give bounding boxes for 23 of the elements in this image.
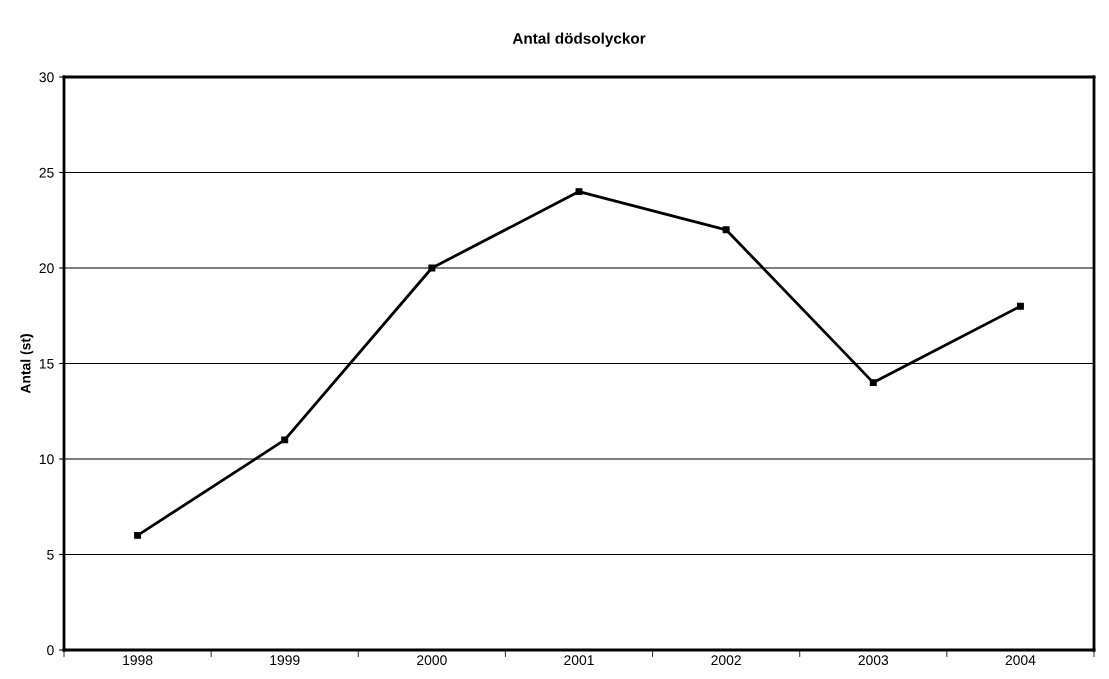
y-tick-label: 5 xyxy=(47,549,54,560)
x-tick-label: 2001 xyxy=(564,655,594,666)
y-tick-label: 10 xyxy=(39,454,54,465)
point xyxy=(134,531,142,539)
point xyxy=(869,379,877,387)
x-tick-label: 1999 xyxy=(270,655,300,666)
point xyxy=(575,188,583,196)
y-axis-title: Antal (st) xyxy=(20,334,34,394)
chart-title: Antal dödsolyckor xyxy=(512,32,646,47)
x-tick-label: 1998 xyxy=(123,655,153,666)
y-tick-label: 0 xyxy=(47,645,54,656)
point xyxy=(1016,302,1024,310)
x-tick-label: 2004 xyxy=(1005,655,1036,666)
x-tick-label: 2003 xyxy=(858,655,889,666)
point xyxy=(428,264,436,272)
y-tick-label: 15 xyxy=(39,358,54,369)
y-tick-label: 30 xyxy=(39,72,54,83)
y-tick-label: 25 xyxy=(39,167,54,178)
point xyxy=(281,436,289,444)
point xyxy=(722,226,730,234)
y-tick-label: 20 xyxy=(39,263,54,274)
x-tick-label: 2000 xyxy=(417,655,447,666)
x-tick-label: 2002 xyxy=(711,655,741,666)
